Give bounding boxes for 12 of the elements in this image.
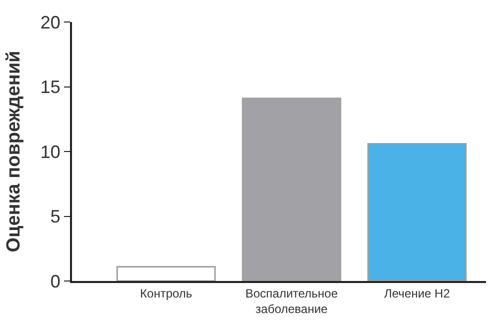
y-tick-label: 0	[50, 271, 60, 292]
x-tick-label: Контроль	[140, 286, 192, 300]
y-tick-label: 15	[40, 77, 60, 98]
y-axis-title: Оценка повреждений	[4, 50, 25, 252]
x-tick-label: Лечение H2	[384, 286, 450, 300]
bar	[116, 266, 216, 281]
y-tick-label: 5	[50, 206, 60, 227]
bar	[367, 142, 467, 281]
y-tick-label: 10	[40, 142, 60, 162]
x-tick-label: Воспалительное заболевание	[245, 286, 338, 316]
y-tick-label: 20	[40, 12, 60, 32]
bar	[242, 98, 342, 281]
